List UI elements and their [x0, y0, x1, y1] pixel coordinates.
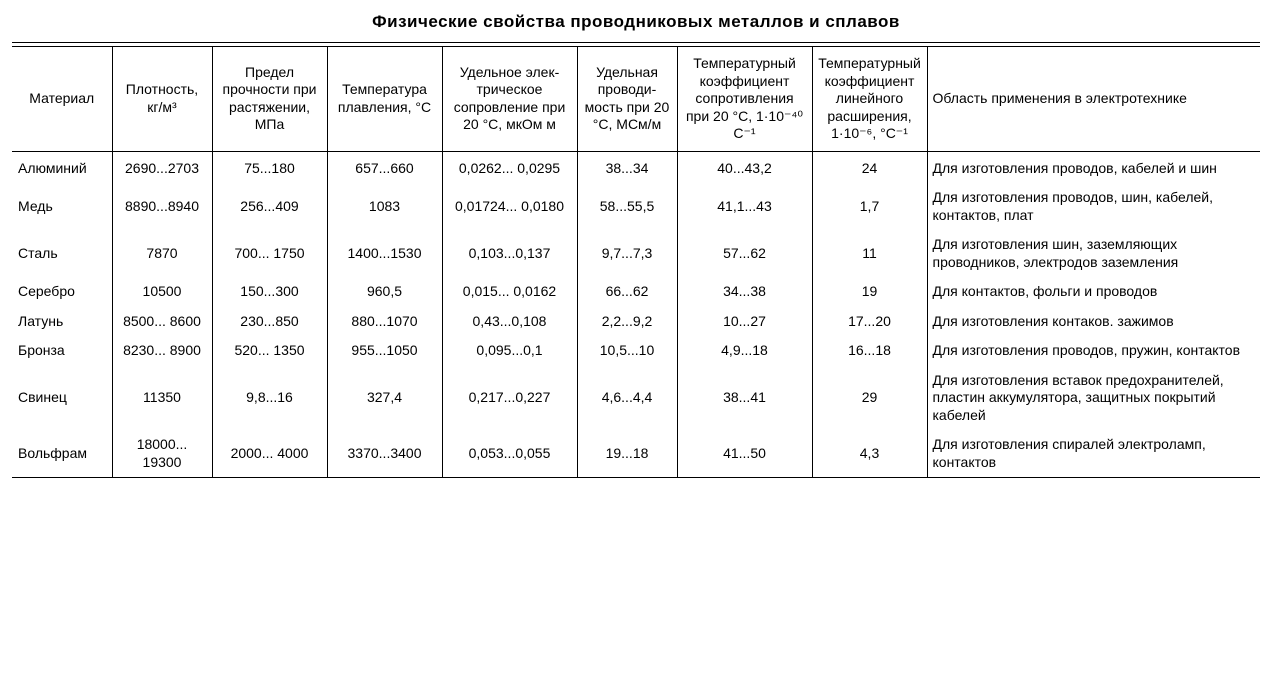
cell: Алюминий [12, 151, 112, 183]
cell: 8230... 8900 [112, 336, 212, 366]
cell: 8890...8940 [112, 183, 212, 230]
cell: Для изготовления шин, заземляющих провод… [927, 230, 1260, 277]
cell: 4,6...4,4 [577, 366, 677, 431]
cell: 66...62 [577, 277, 677, 307]
cell: 657...660 [327, 151, 442, 183]
cell: 0,01724... 0,0180 [442, 183, 577, 230]
col-header-tempcoef-r: Температурный коэффициент сопротивления … [677, 47, 812, 152]
col-header-application: Область применения в электротехнике [927, 47, 1260, 152]
cell: Латунь [12, 307, 112, 337]
cell: 19...18 [577, 430, 677, 478]
cell: 1400...1530 [327, 230, 442, 277]
cell: 0,0262... 0,0295 [442, 151, 577, 183]
cell: 1083 [327, 183, 442, 230]
cell: 4,3 [812, 430, 927, 478]
cell: 17...20 [812, 307, 927, 337]
cell: 41...50 [677, 430, 812, 478]
cell: Медь [12, 183, 112, 230]
cell: 10,5...10 [577, 336, 677, 366]
cell: 9,8...16 [212, 366, 327, 431]
cell: Серебро [12, 277, 112, 307]
cell: Для контактов, фольги и проводов [927, 277, 1260, 307]
cell: 2000... 4000 [212, 430, 327, 478]
cell: 880...1070 [327, 307, 442, 337]
cell: Свинец [12, 366, 112, 431]
table-row: Бронза8230... 8900520... 1350955...10500… [12, 336, 1260, 366]
cell: 0,095...0,1 [442, 336, 577, 366]
cell: Для изготовления спиралей электроламп, к… [927, 430, 1260, 478]
cell: 256...409 [212, 183, 327, 230]
cell: 150...300 [212, 277, 327, 307]
cell: 520... 1350 [212, 336, 327, 366]
table-body: Алюминий2690...270375...180657...6600,02… [12, 151, 1260, 478]
table-row: Свинец113509,8...16327,40,217...0,2274,6… [12, 366, 1260, 431]
cell: 34...38 [677, 277, 812, 307]
table-row: Серебро10500150...300960,50,015... 0,016… [12, 277, 1260, 307]
cell: 4,9...18 [677, 336, 812, 366]
col-header-melting: Температура плавления, °C [327, 47, 442, 152]
cell: 10...27 [677, 307, 812, 337]
cell: 18000... 19300 [112, 430, 212, 478]
cell: 8500... 8600 [112, 307, 212, 337]
cell: 10500 [112, 277, 212, 307]
table-row: Латунь8500... 8600230...850880...10700,4… [12, 307, 1260, 337]
properties-table: Материал Плотность, кг/м³ Предел прочнос… [12, 46, 1260, 478]
table-row: Медь8890...8940256...40910830,01724... 0… [12, 183, 1260, 230]
cell: 11350 [112, 366, 212, 431]
cell: 0,217...0,227 [442, 366, 577, 431]
header-row: Материал Плотность, кг/м³ Предел прочнос… [12, 47, 1260, 152]
cell: 24 [812, 151, 927, 183]
table-title: Физические свойства проводниковых металл… [12, 12, 1260, 32]
cell: Для изготовления проводов, шин, кабелей,… [927, 183, 1260, 230]
top-rule [12, 42, 1260, 43]
col-header-conductivity: Удельная проводи­мость при 20 °C, МСм/м [577, 47, 677, 152]
cell: 19 [812, 277, 927, 307]
cell: 3370...3400 [327, 430, 442, 478]
col-header-density: Плотность, кг/м³ [112, 47, 212, 152]
cell: Бронза [12, 336, 112, 366]
cell: 41,1...43 [677, 183, 812, 230]
cell: 9,7...7,3 [577, 230, 677, 277]
cell: 955...1050 [327, 336, 442, 366]
cell: Для изготовления проводов, кабелей и шин [927, 151, 1260, 183]
cell: 960,5 [327, 277, 442, 307]
cell: 1,7 [812, 183, 927, 230]
cell: 75...180 [212, 151, 327, 183]
cell: Вольфрам [12, 430, 112, 478]
cell: Сталь [12, 230, 112, 277]
cell: 57...62 [677, 230, 812, 277]
table-row: Сталь7870700... 17501400...15300,103...0… [12, 230, 1260, 277]
cell: 0,053...0,055 [442, 430, 577, 478]
cell: 700... 1750 [212, 230, 327, 277]
cell: 58...55,5 [577, 183, 677, 230]
cell: 327,4 [327, 366, 442, 431]
cell: 0,43...0,108 [442, 307, 577, 337]
cell: 2690...2703 [112, 151, 212, 183]
table-row: Алюминий2690...270375...180657...6600,02… [12, 151, 1260, 183]
cell: 0,103...0,137 [442, 230, 577, 277]
cell: 230...850 [212, 307, 327, 337]
table-row: Вольфрам18000... 193002000... 40003370..… [12, 430, 1260, 478]
col-header-resistivity: Удельное элек­трическое сопровление при … [442, 47, 577, 152]
col-header-tensile: Предел прочности при растяже­нии, МПа [212, 47, 327, 152]
col-header-material: Материал [12, 47, 112, 152]
cell: Для изготовления контаков. зажимов [927, 307, 1260, 337]
cell: 2,2...9,2 [577, 307, 677, 337]
cell: 29 [812, 366, 927, 431]
cell: 40...43,2 [677, 151, 812, 183]
cell: 11 [812, 230, 927, 277]
col-header-tempcoef-exp: Темпера­турный коэф­фициент линейного ра… [812, 47, 927, 152]
cell: 38...41 [677, 366, 812, 431]
cell: Для изготовления проводов, пружин, конта… [927, 336, 1260, 366]
cell: 38...34 [577, 151, 677, 183]
cell: 0,015... 0,0162 [442, 277, 577, 307]
cell: 16...18 [812, 336, 927, 366]
cell: 7870 [112, 230, 212, 277]
cell: Для изготовления вставок предохранителей… [927, 366, 1260, 431]
